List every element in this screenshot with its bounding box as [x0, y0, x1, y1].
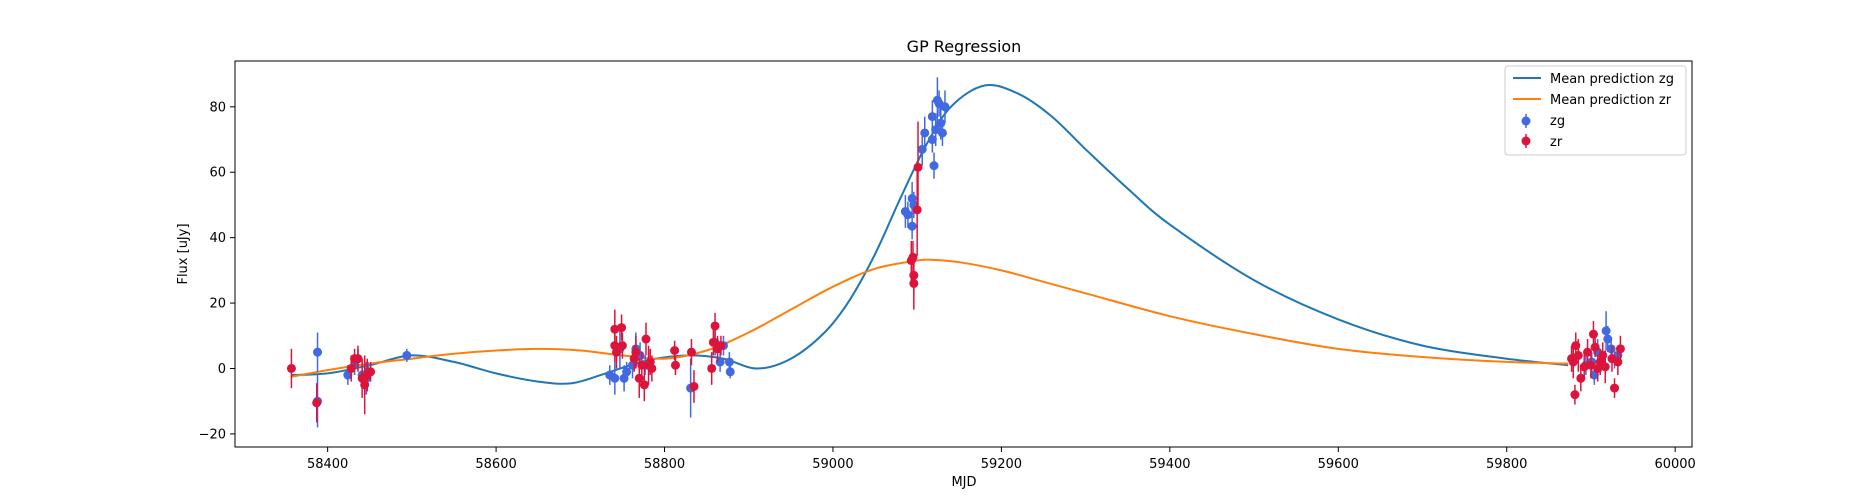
zr-point [286, 363, 296, 373]
zr-point [1568, 357, 1578, 367]
zr-point [631, 347, 641, 357]
zg-point [622, 367, 632, 377]
zr-point [1600, 362, 1610, 372]
y-tick-label: 0 [218, 362, 226, 377]
zr-point [641, 334, 651, 344]
zg-point [937, 128, 947, 138]
zr-point [647, 363, 657, 373]
zg-point [907, 221, 917, 231]
y-tick-label: 40 [209, 231, 226, 246]
zr-point [1598, 350, 1608, 360]
zg-point [402, 350, 412, 360]
zr-point [346, 363, 356, 373]
zg-point [903, 210, 913, 220]
legend-label-zg: zg [1550, 114, 1565, 129]
zr-point [670, 346, 680, 355]
legend-box [1504, 65, 1687, 156]
zg-point [920, 128, 930, 138]
zr-point [612, 347, 622, 357]
zr-point [1615, 344, 1625, 354]
zr-point [360, 380, 370, 390]
zg-point [724, 357, 734, 367]
x-axis: 58400 58600 58800 59000 59200 59400 59600 59800… [307, 447, 1696, 472]
legend: Mean prediction zg Mean prediction zr zg… [1504, 65, 1687, 156]
y-tick-label: −20 [199, 427, 226, 442]
x-tick-label: 59200 [981, 457, 1022, 472]
zr-point [908, 252, 918, 262]
legend-label-mean-zg: Mean prediction zg [1550, 72, 1674, 87]
zr-point [1579, 362, 1589, 372]
zg-point [931, 125, 941, 135]
x-tick-label: 59400 [1149, 457, 1190, 472]
x-tick-label: 60000 [1654, 457, 1695, 472]
x-tick-label: 59000 [812, 457, 853, 472]
x-tick-label: 58600 [475, 457, 516, 472]
zg-point [929, 161, 939, 171]
zg-point [1601, 326, 1611, 336]
legend-swatch-zr-marker [1521, 136, 1531, 146]
zr-point [1583, 347, 1593, 357]
zr-point [1571, 341, 1581, 351]
y-tick-label: 80 [209, 100, 226, 115]
zr-point [708, 337, 718, 347]
y-tick-label: 60 [209, 166, 226, 181]
zr-point [913, 162, 923, 172]
zr-point [689, 381, 699, 391]
zr-point [1588, 329, 1598, 339]
zg-point [313, 347, 323, 357]
zr-point [366, 367, 376, 377]
x-axis-label: MJD [951, 475, 976, 490]
mean-prediction-line-zg [291, 84, 1569, 385]
zr-point [634, 373, 644, 383]
legend-label-mean-zr: Mean prediction zr [1550, 93, 1672, 108]
zr-point [912, 205, 922, 215]
zr-point [610, 324, 620, 334]
x-tick-label: 59600 [1318, 457, 1359, 472]
zr-point [707, 363, 717, 373]
zr-point [353, 354, 363, 364]
zr-point [637, 360, 647, 370]
zr-point [617, 323, 627, 333]
x-tick-label: 58400 [307, 457, 348, 472]
zg-point [1603, 334, 1613, 344]
zr-point [710, 321, 720, 331]
zr-point [639, 380, 649, 390]
zr-point [312, 398, 322, 408]
x-tick-label: 59800 [1486, 457, 1527, 472]
zr-point [1570, 390, 1580, 400]
zr-point [1590, 342, 1600, 352]
zg-point [940, 102, 950, 112]
legend-swatch-zg-marker [1521, 116, 1531, 126]
zr-point [670, 360, 680, 370]
zr-point [1586, 360, 1596, 370]
legend-label-zr: zr [1550, 135, 1563, 150]
y-tick-label: 20 [209, 297, 226, 312]
zg-point [927, 112, 937, 122]
zr-point [1610, 383, 1620, 393]
zg-point [725, 367, 735, 377]
y-axis: −20 0 20 40 60 80 [199, 100, 235, 442]
zr-point [716, 341, 726, 351]
zr-point [617, 341, 627, 351]
x-tick-label: 58800 [644, 457, 685, 472]
zr-point [686, 347, 696, 357]
axes-frame [234, 60, 1693, 448]
zr-point [909, 270, 919, 280]
mean-prediction-line-zr [291, 258, 1569, 378]
zg-point [917, 144, 927, 154]
zg-point [936, 118, 946, 128]
zr-point [909, 278, 919, 288]
plot-area [286, 77, 1625, 428]
y-axis-label: Flux [uJy] [176, 223, 191, 284]
zr-point [1576, 373, 1586, 383]
zg-point [1606, 344, 1616, 354]
zr-point [1573, 350, 1583, 360]
chart-title: GP Regression [907, 37, 1022, 56]
zr-point [1613, 357, 1623, 367]
zg-point [610, 373, 620, 383]
zg-point [927, 135, 937, 145]
